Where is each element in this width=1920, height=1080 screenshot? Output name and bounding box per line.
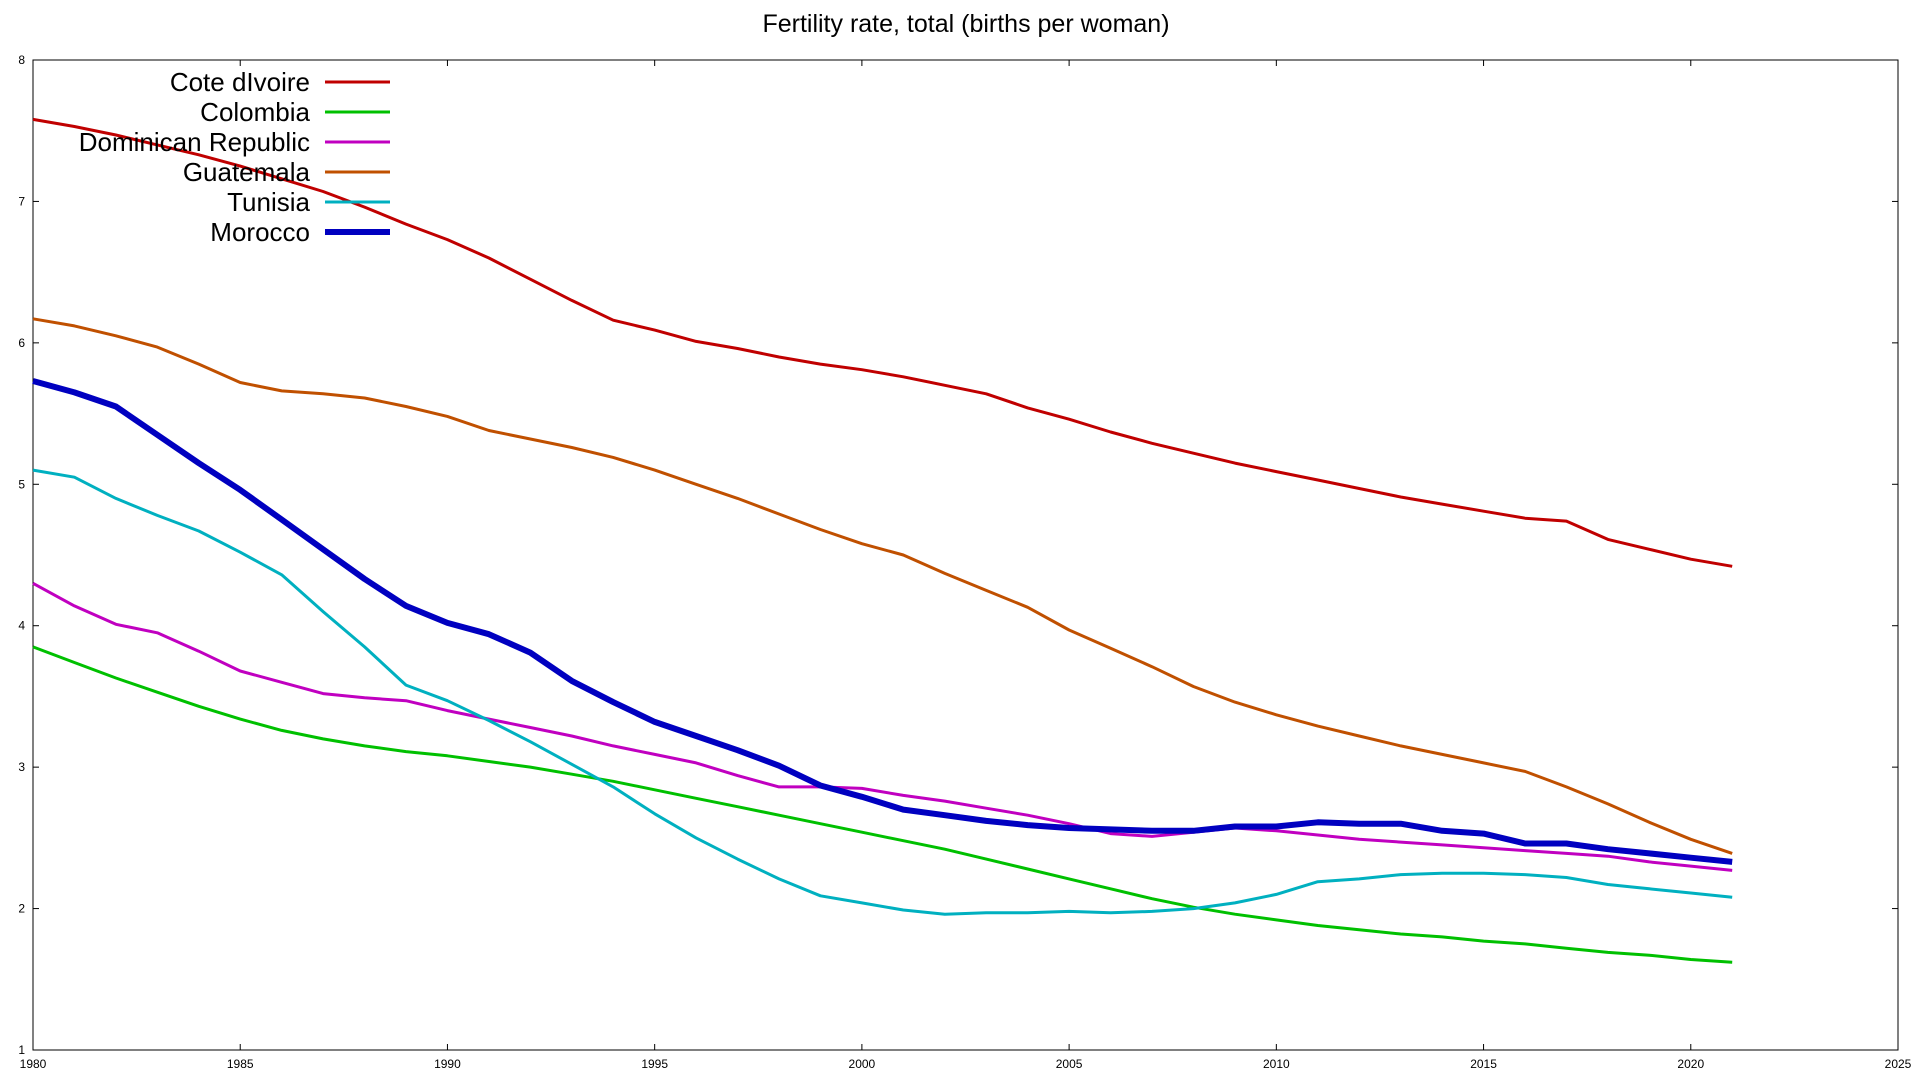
legend-label-colombia: Colombia <box>200 97 310 127</box>
legend-label-tunisia: Tunisia <box>227 187 310 217</box>
series-line-tunisia <box>32 468 1733 916</box>
series-line-dominican-republic <box>32 581 1733 872</box>
axes: 1980 1985 1990 1995 2000 2005 2010 2015 2020 2025… <box>18 53 1911 1071</box>
x-tick-label: 1995 <box>641 1057 668 1071</box>
x-tick-label: 2000 <box>849 1057 876 1071</box>
series-line-morocco <box>32 378 1733 865</box>
series-lines <box>32 117 1733 964</box>
x-tick-label: 2005 <box>1056 1057 1083 1071</box>
series-line-guatemala <box>32 317 1733 855</box>
y-tick-label: 2 <box>18 902 25 916</box>
legend-label-guatemala: Guatemala <box>183 157 311 187</box>
x-tick-label: 2015 <box>1470 1057 1497 1071</box>
x-tick-label: 1990 <box>434 1057 461 1071</box>
legend-label-dominican-republic: Dominican Republic <box>79 127 310 157</box>
legend-label-morocco: Morocco <box>210 217 310 247</box>
y-tick-label: 3 <box>18 760 25 774</box>
y-tick-label: 1 <box>18 1043 25 1057</box>
series-line-colombia <box>32 645 1733 964</box>
y-tick-label: 5 <box>18 477 25 491</box>
x-tick-label: 1985 <box>227 1057 254 1071</box>
y-tick-label: 4 <box>18 619 25 633</box>
x-tick-label: 2025 <box>1885 1057 1912 1071</box>
y-tick-label: 6 <box>18 336 25 350</box>
x-tick-label: 1980 <box>20 1057 47 1071</box>
chart-title: Fertility rate, total (births per woman) <box>762 10 1169 38</box>
legend-label-cote-divoire: Cote dIvoire <box>170 67 310 97</box>
y-tick-label: 7 <box>18 194 25 208</box>
x-tick-label: 2010 <box>1263 1057 1290 1071</box>
series-line-cote-divoire <box>32 117 1733 568</box>
x-tick-label: 2020 <box>1677 1057 1704 1071</box>
plot-frame <box>32 59 1899 1051</box>
y-tick-label: 8 <box>18 53 25 67</box>
